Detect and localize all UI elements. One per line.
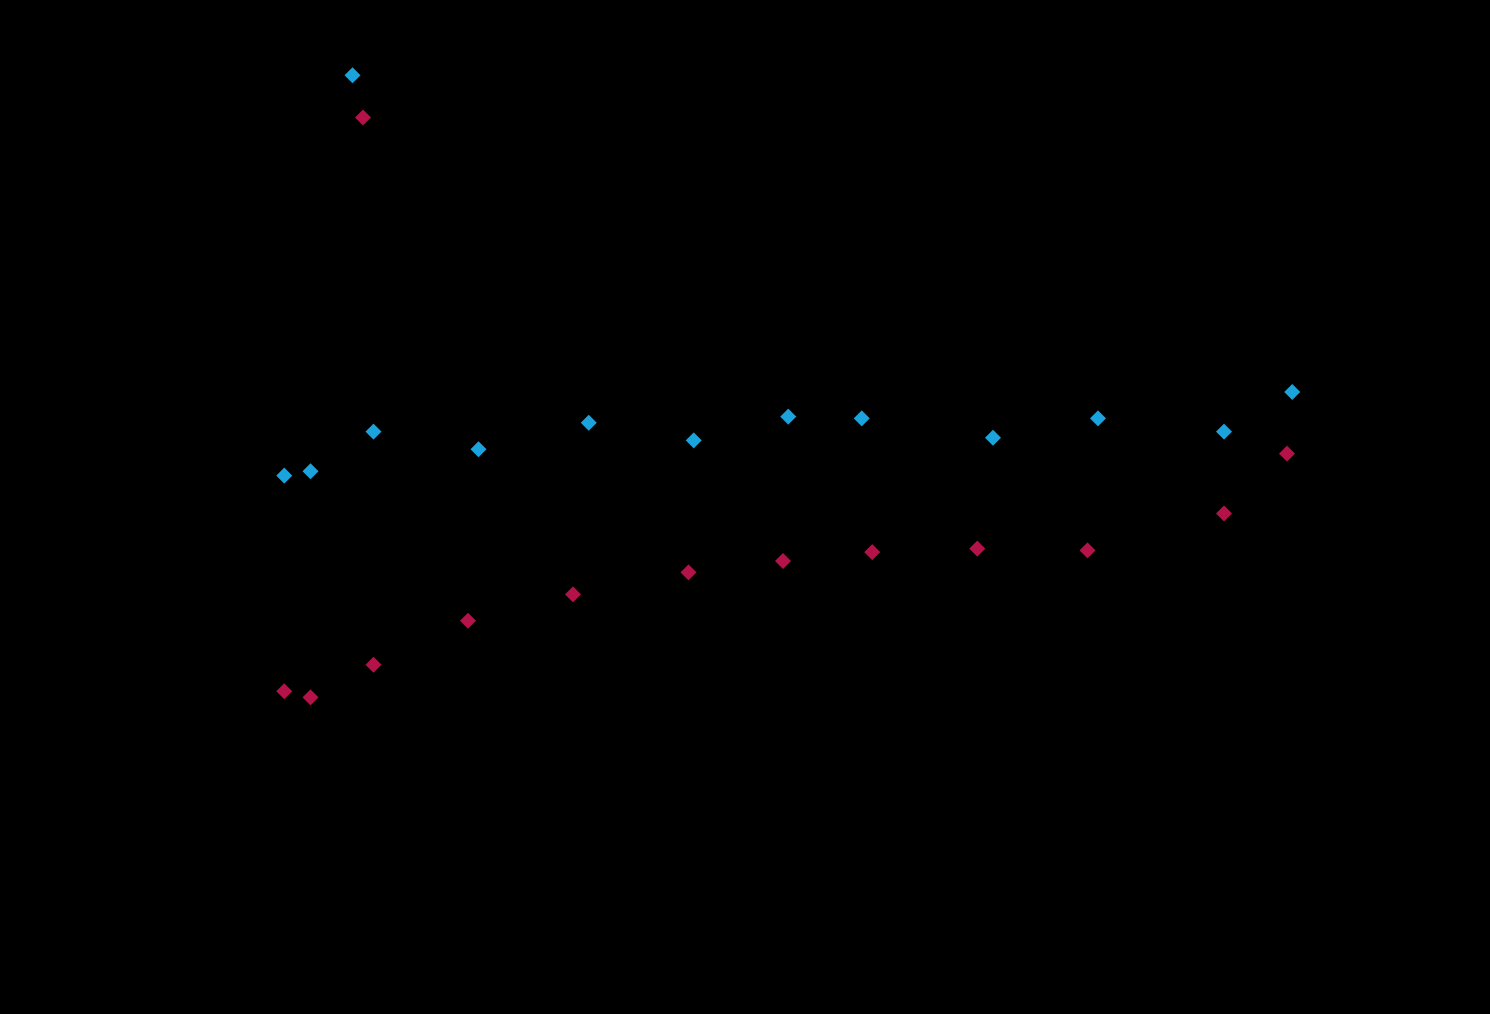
scatter-chart <box>0 0 1490 1014</box>
chart-svg <box>0 0 1490 1014</box>
chart-background <box>0 0 1490 1014</box>
